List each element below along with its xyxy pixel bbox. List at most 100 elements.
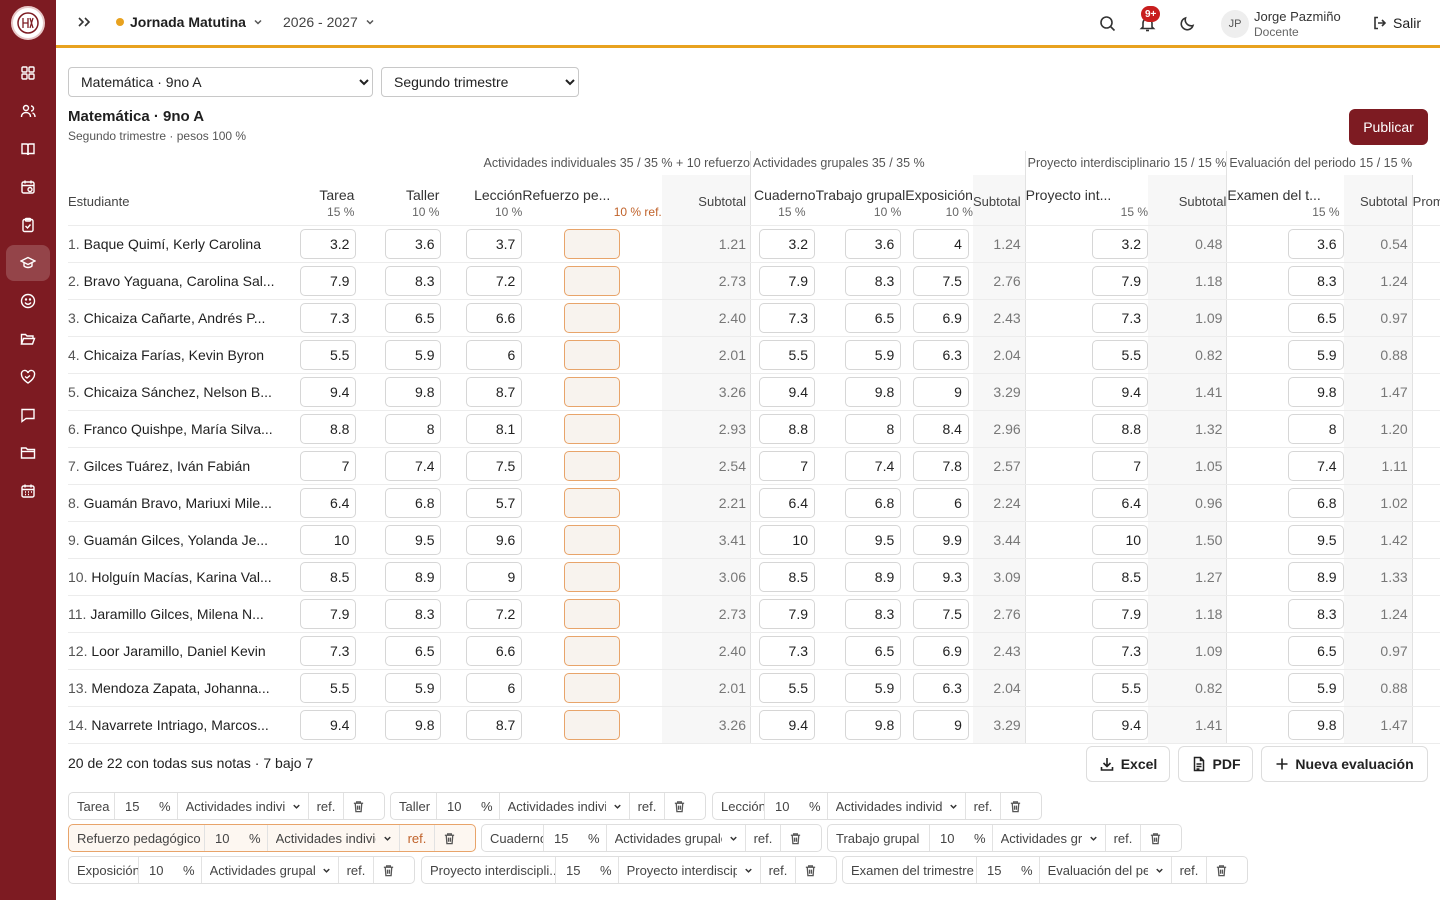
term-select[interactable]: Segundo trimestre xyxy=(381,67,579,97)
grade-input[interactable] xyxy=(845,450,902,481)
grade-input[interactable] xyxy=(466,598,523,629)
grade-input[interactable] xyxy=(1092,598,1149,629)
grade-input[interactable] xyxy=(300,302,357,333)
grade-input[interactable] xyxy=(300,635,357,666)
grade-input[interactable] xyxy=(845,672,902,703)
grade-input[interactable] xyxy=(1092,561,1149,592)
grade-input[interactable] xyxy=(1287,228,1344,259)
evaluation-ref-toggle[interactable]: ref. xyxy=(1172,857,1208,883)
grade-input[interactable] xyxy=(912,598,969,629)
grade-input[interactable] xyxy=(759,709,815,740)
grade-input[interactable] xyxy=(912,709,969,740)
refuerzo-input[interactable] xyxy=(564,302,621,333)
grade-input[interactable] xyxy=(1287,339,1344,370)
grade-input[interactable] xyxy=(759,413,815,444)
grade-input[interactable] xyxy=(466,265,523,296)
grade-input[interactable] xyxy=(466,376,523,407)
student-cell[interactable]: 9. Guamán Gilces, Yolanda Je... xyxy=(68,521,275,559)
calendar-icon[interactable] xyxy=(6,473,50,509)
evaluation-ref-toggle[interactable]: ref. xyxy=(966,793,1002,819)
grade-input[interactable] xyxy=(1092,672,1149,703)
grade-input[interactable] xyxy=(845,228,902,259)
publish-button[interactable]: Publicar xyxy=(1349,109,1428,145)
grade-input[interactable] xyxy=(300,265,357,296)
avatar[interactable]: JP xyxy=(1221,10,1249,38)
evaluation-name[interactable]: Examen del trimestre xyxy=(843,857,977,883)
grade-input[interactable] xyxy=(466,302,523,333)
evaluation-name[interactable]: Taller xyxy=(391,793,437,819)
grade-input[interactable] xyxy=(912,524,969,555)
grade-input[interactable] xyxy=(385,709,442,740)
refuerzo-input[interactable] xyxy=(564,487,621,518)
grade-input[interactable] xyxy=(1092,228,1149,259)
grade-input[interactable] xyxy=(300,450,357,481)
grade-input[interactable] xyxy=(1287,450,1344,481)
grade-input[interactable] xyxy=(1287,265,1344,296)
grade-input[interactable] xyxy=(845,339,902,370)
pdf-button[interactable]: PDF xyxy=(1178,746,1253,782)
excel-button[interactable]: Excel xyxy=(1086,746,1170,782)
grade-input[interactable] xyxy=(845,524,902,555)
grade-input[interactable] xyxy=(1287,598,1344,629)
refuerzo-input[interactable] xyxy=(564,635,621,666)
evaluation-group-select[interactable]: Actividades grupales xyxy=(607,825,746,851)
grade-input[interactable] xyxy=(300,413,357,444)
evaluation-group-select[interactable]: Actividades individua xyxy=(268,825,400,851)
student-cell[interactable]: 8. Guamán Bravo, Mariuxi Mile... xyxy=(68,484,275,522)
message-icon[interactable] xyxy=(6,397,50,433)
grade-input[interactable] xyxy=(385,265,442,296)
grade-input[interactable] xyxy=(1092,524,1149,555)
grade-input[interactable] xyxy=(1287,635,1344,666)
grade-input[interactable] xyxy=(300,376,357,407)
grade-input[interactable] xyxy=(300,709,357,740)
evaluation-ref-toggle[interactable]: ref. xyxy=(339,857,375,883)
folder-open-icon[interactable] xyxy=(6,321,50,357)
evaluation-name[interactable]: Proyecto interdiscipli... xyxy=(422,857,556,883)
col-trabajo[interactable]: Trabajo grupal 10 % xyxy=(815,175,906,226)
grade-input[interactable] xyxy=(845,265,902,296)
session-selector[interactable]: Jornada Matutina xyxy=(116,14,264,30)
grade-input[interactable] xyxy=(385,376,442,407)
evaluation-name[interactable]: Exposición xyxy=(69,857,139,883)
school-logo[interactable] xyxy=(11,6,45,40)
grade-input[interactable] xyxy=(912,228,969,259)
grade-input[interactable] xyxy=(759,339,815,370)
col-leccion[interactable]: Lección 10 % xyxy=(443,175,523,226)
grade-input[interactable] xyxy=(912,413,969,444)
grade-input[interactable] xyxy=(385,561,442,592)
grade-input[interactable] xyxy=(300,598,357,629)
grade-input[interactable] xyxy=(912,376,969,407)
grade-input[interactable] xyxy=(1092,265,1149,296)
grade-input[interactable] xyxy=(912,265,969,296)
col-promedio[interactable]: Promedio xyxy=(1411,175,1440,226)
grade-input[interactable] xyxy=(845,561,902,592)
grade-input[interactable] xyxy=(845,413,902,444)
grade-input[interactable] xyxy=(912,672,969,703)
grade-input[interactable] xyxy=(466,487,523,518)
evaluation-ref-toggle[interactable]: ref. xyxy=(400,825,436,851)
evaluation-ref-toggle[interactable]: ref. xyxy=(309,793,345,819)
year-selector[interactable]: 2026 - 2027 xyxy=(283,14,376,30)
grade-input[interactable] xyxy=(466,228,523,259)
grade-input[interactable] xyxy=(912,339,969,370)
evaluation-name[interactable]: Cuaderno xyxy=(482,825,544,851)
grade-input[interactable] xyxy=(912,487,969,518)
trash-icon[interactable] xyxy=(781,832,810,845)
refuerzo-input[interactable] xyxy=(564,265,621,296)
evaluation-group-select[interactable]: Actividades individua xyxy=(828,793,966,819)
student-cell[interactable]: 1. Baque Quimí, Kerly Carolina xyxy=(68,225,275,263)
evaluation-group-select[interactable]: Actividades grupales xyxy=(993,825,1106,851)
student-cell[interactable]: 13. Mendoza Zapata, Johanna... xyxy=(68,669,275,707)
grade-input[interactable] xyxy=(300,339,357,370)
trash-icon[interactable] xyxy=(1207,864,1236,877)
new-evaluation-button[interactable]: Nueva evaluación xyxy=(1261,746,1428,782)
evaluation-weight[interactable]: 10 xyxy=(215,830,230,846)
grade-input[interactable] xyxy=(1287,413,1344,444)
evaluation-weight[interactable]: 10 xyxy=(775,798,790,814)
student-cell[interactable]: 2. Bravo Yaguana, Carolina Sal... xyxy=(68,262,275,300)
refuerzo-input[interactable] xyxy=(564,450,621,481)
evaluation-weight[interactable]: 10 xyxy=(940,830,955,846)
student-cell[interactable]: 5. Chicaiza Sánchez, Nelson B... xyxy=(68,373,275,411)
refuerzo-input[interactable] xyxy=(564,413,621,444)
col-refuerzo[interactable]: Refuerzo pe... 10 % ref. xyxy=(522,175,662,226)
